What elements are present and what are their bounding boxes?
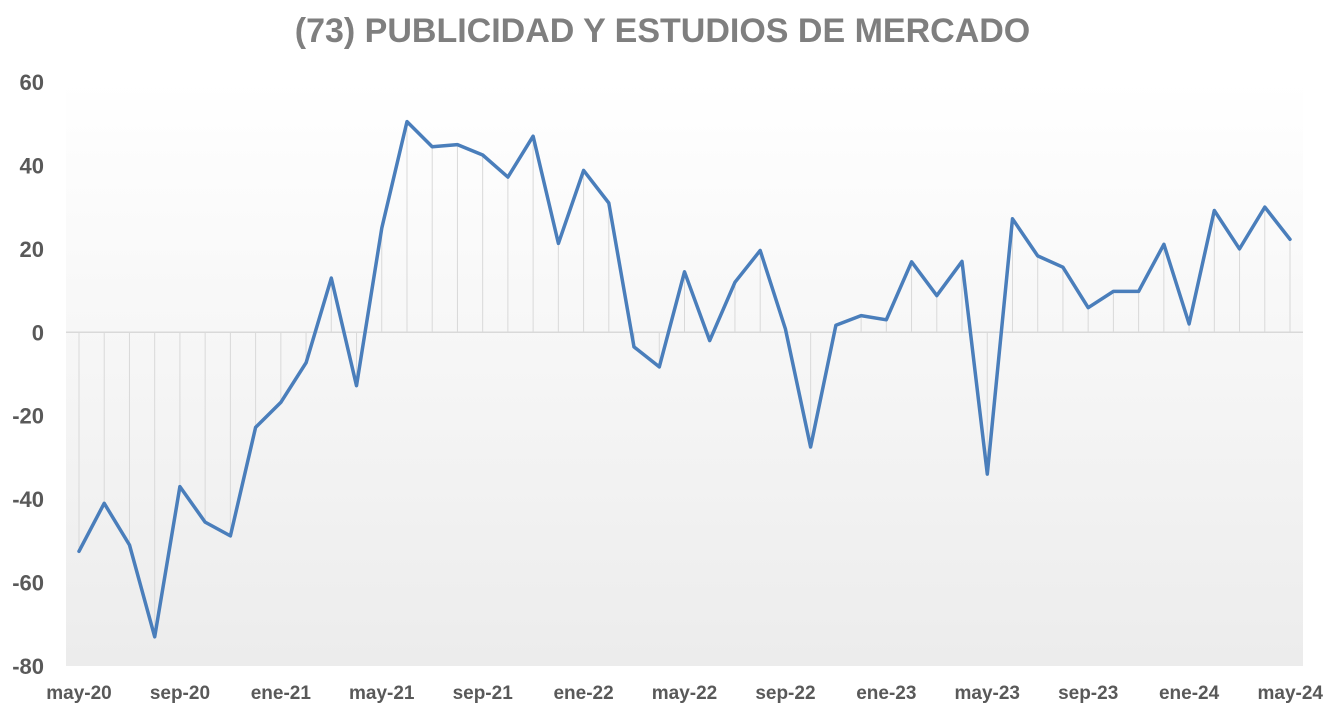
x-tick-label: ene-22 xyxy=(553,683,613,704)
x-axis-ticks: may-20 sep-20 ene-21 may-21 sep-21 ene-22 may-… xyxy=(46,683,1323,704)
y-tick-label: 60 xyxy=(20,70,44,95)
x-tick-label: may-24 xyxy=(1258,683,1324,704)
x-tick-label: sep-23 xyxy=(1058,683,1118,704)
x-tick-label: ene-23 xyxy=(856,683,916,704)
chart-title: (73) PUBLICIDAD Y ESTUDIOS DE MERCADO xyxy=(294,12,1031,50)
x-tick-label: may-22 xyxy=(652,683,718,704)
x-tick-label: may-23 xyxy=(955,683,1021,704)
series-group xyxy=(77,119,1292,639)
x-tick-label: may-20 xyxy=(46,683,112,704)
x-tick-label: sep-20 xyxy=(150,683,210,704)
x-tick-label: sep-22 xyxy=(755,683,815,704)
x-tick-label: ene-21 xyxy=(251,683,312,704)
y-tick-label: 0 xyxy=(32,320,44,345)
y-tick-label: -40 xyxy=(12,487,44,512)
x-tick-label: may-21 xyxy=(349,683,415,704)
y-axis-ticks: 60 40 20 0 -20 -40 -60 -80 xyxy=(12,70,44,679)
x-tick-label: ene-24 xyxy=(1159,683,1220,704)
y-tick-label: -20 xyxy=(12,404,44,429)
series-line xyxy=(77,119,1292,639)
y-tick-label: -80 xyxy=(12,654,44,679)
y-tick-label: 20 xyxy=(20,237,44,262)
plot-background xyxy=(66,80,1303,666)
y-tick-label: -60 xyxy=(12,571,44,596)
x-tick-label: sep-21 xyxy=(453,683,514,704)
y-tick-label: 40 xyxy=(20,153,44,178)
